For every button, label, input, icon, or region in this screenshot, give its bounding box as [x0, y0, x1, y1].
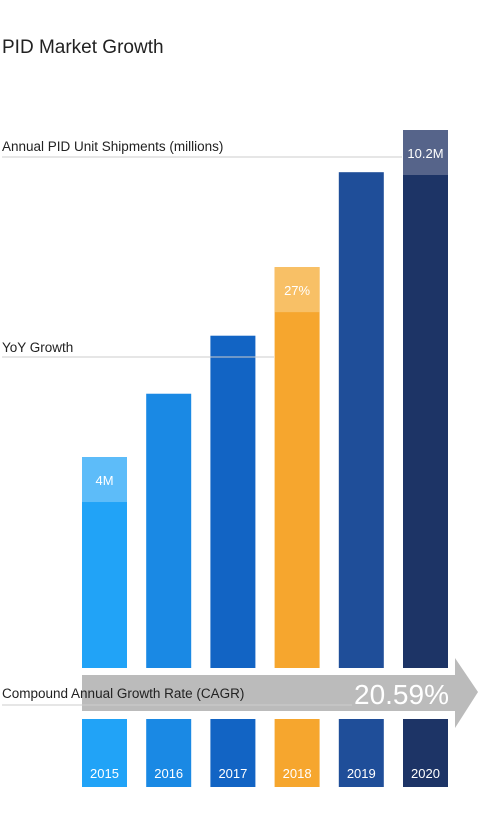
- year-tile-2016: [146, 719, 192, 787]
- data-label-2015: 4M: [95, 473, 113, 488]
- bar-2017: [210, 335, 256, 668]
- bar-2019: [338, 172, 384, 668]
- x-tick-label-2020: 2020: [411, 766, 440, 781]
- x-tick-label-2016: 2016: [154, 766, 183, 781]
- shipments-annotation: Annual PID Unit Shipments (millions): [2, 139, 223, 154]
- yoy-annotation: YoY Growth: [2, 340, 73, 355]
- x-tick-label-2018: 2018: [283, 766, 312, 781]
- year-tile-2019: [338, 719, 384, 787]
- data-label-2018: 27%: [284, 283, 310, 298]
- year-tiles-group: 2015 2016 2017 2018 2019 2020: [82, 719, 448, 787]
- cagr-value: 20.59%: [354, 679, 449, 710]
- year-tile-2017: [210, 719, 256, 787]
- x-tick-label-2019: 2019: [347, 766, 376, 781]
- data-label-2020: 10.2M: [407, 146, 443, 161]
- chart-title: PID Market Growth: [2, 37, 164, 58]
- x-tick-label-2017: 2017: [218, 766, 247, 781]
- year-tile-2018: [274, 719, 320, 787]
- bar-label-band-2020: [403, 130, 448, 175]
- bar-2016: [146, 393, 192, 668]
- x-tick-label-2015: 2015: [90, 766, 119, 781]
- bars-group: 4M 27% 10.2M: [82, 130, 448, 668]
- bar-label-band-2018: [274, 267, 320, 313]
- year-tile-2020: [403, 719, 448, 787]
- bar-label-band-2015: [82, 457, 127, 503]
- cagr-arrow: [82, 658, 478, 728]
- bar-2020: [403, 130, 448, 668]
- bar-2018: [274, 267, 320, 668]
- year-tile-2015: [82, 719, 127, 787]
- cagr-annotation: Compound Annual Growth Rate (CAGR): [2, 686, 244, 701]
